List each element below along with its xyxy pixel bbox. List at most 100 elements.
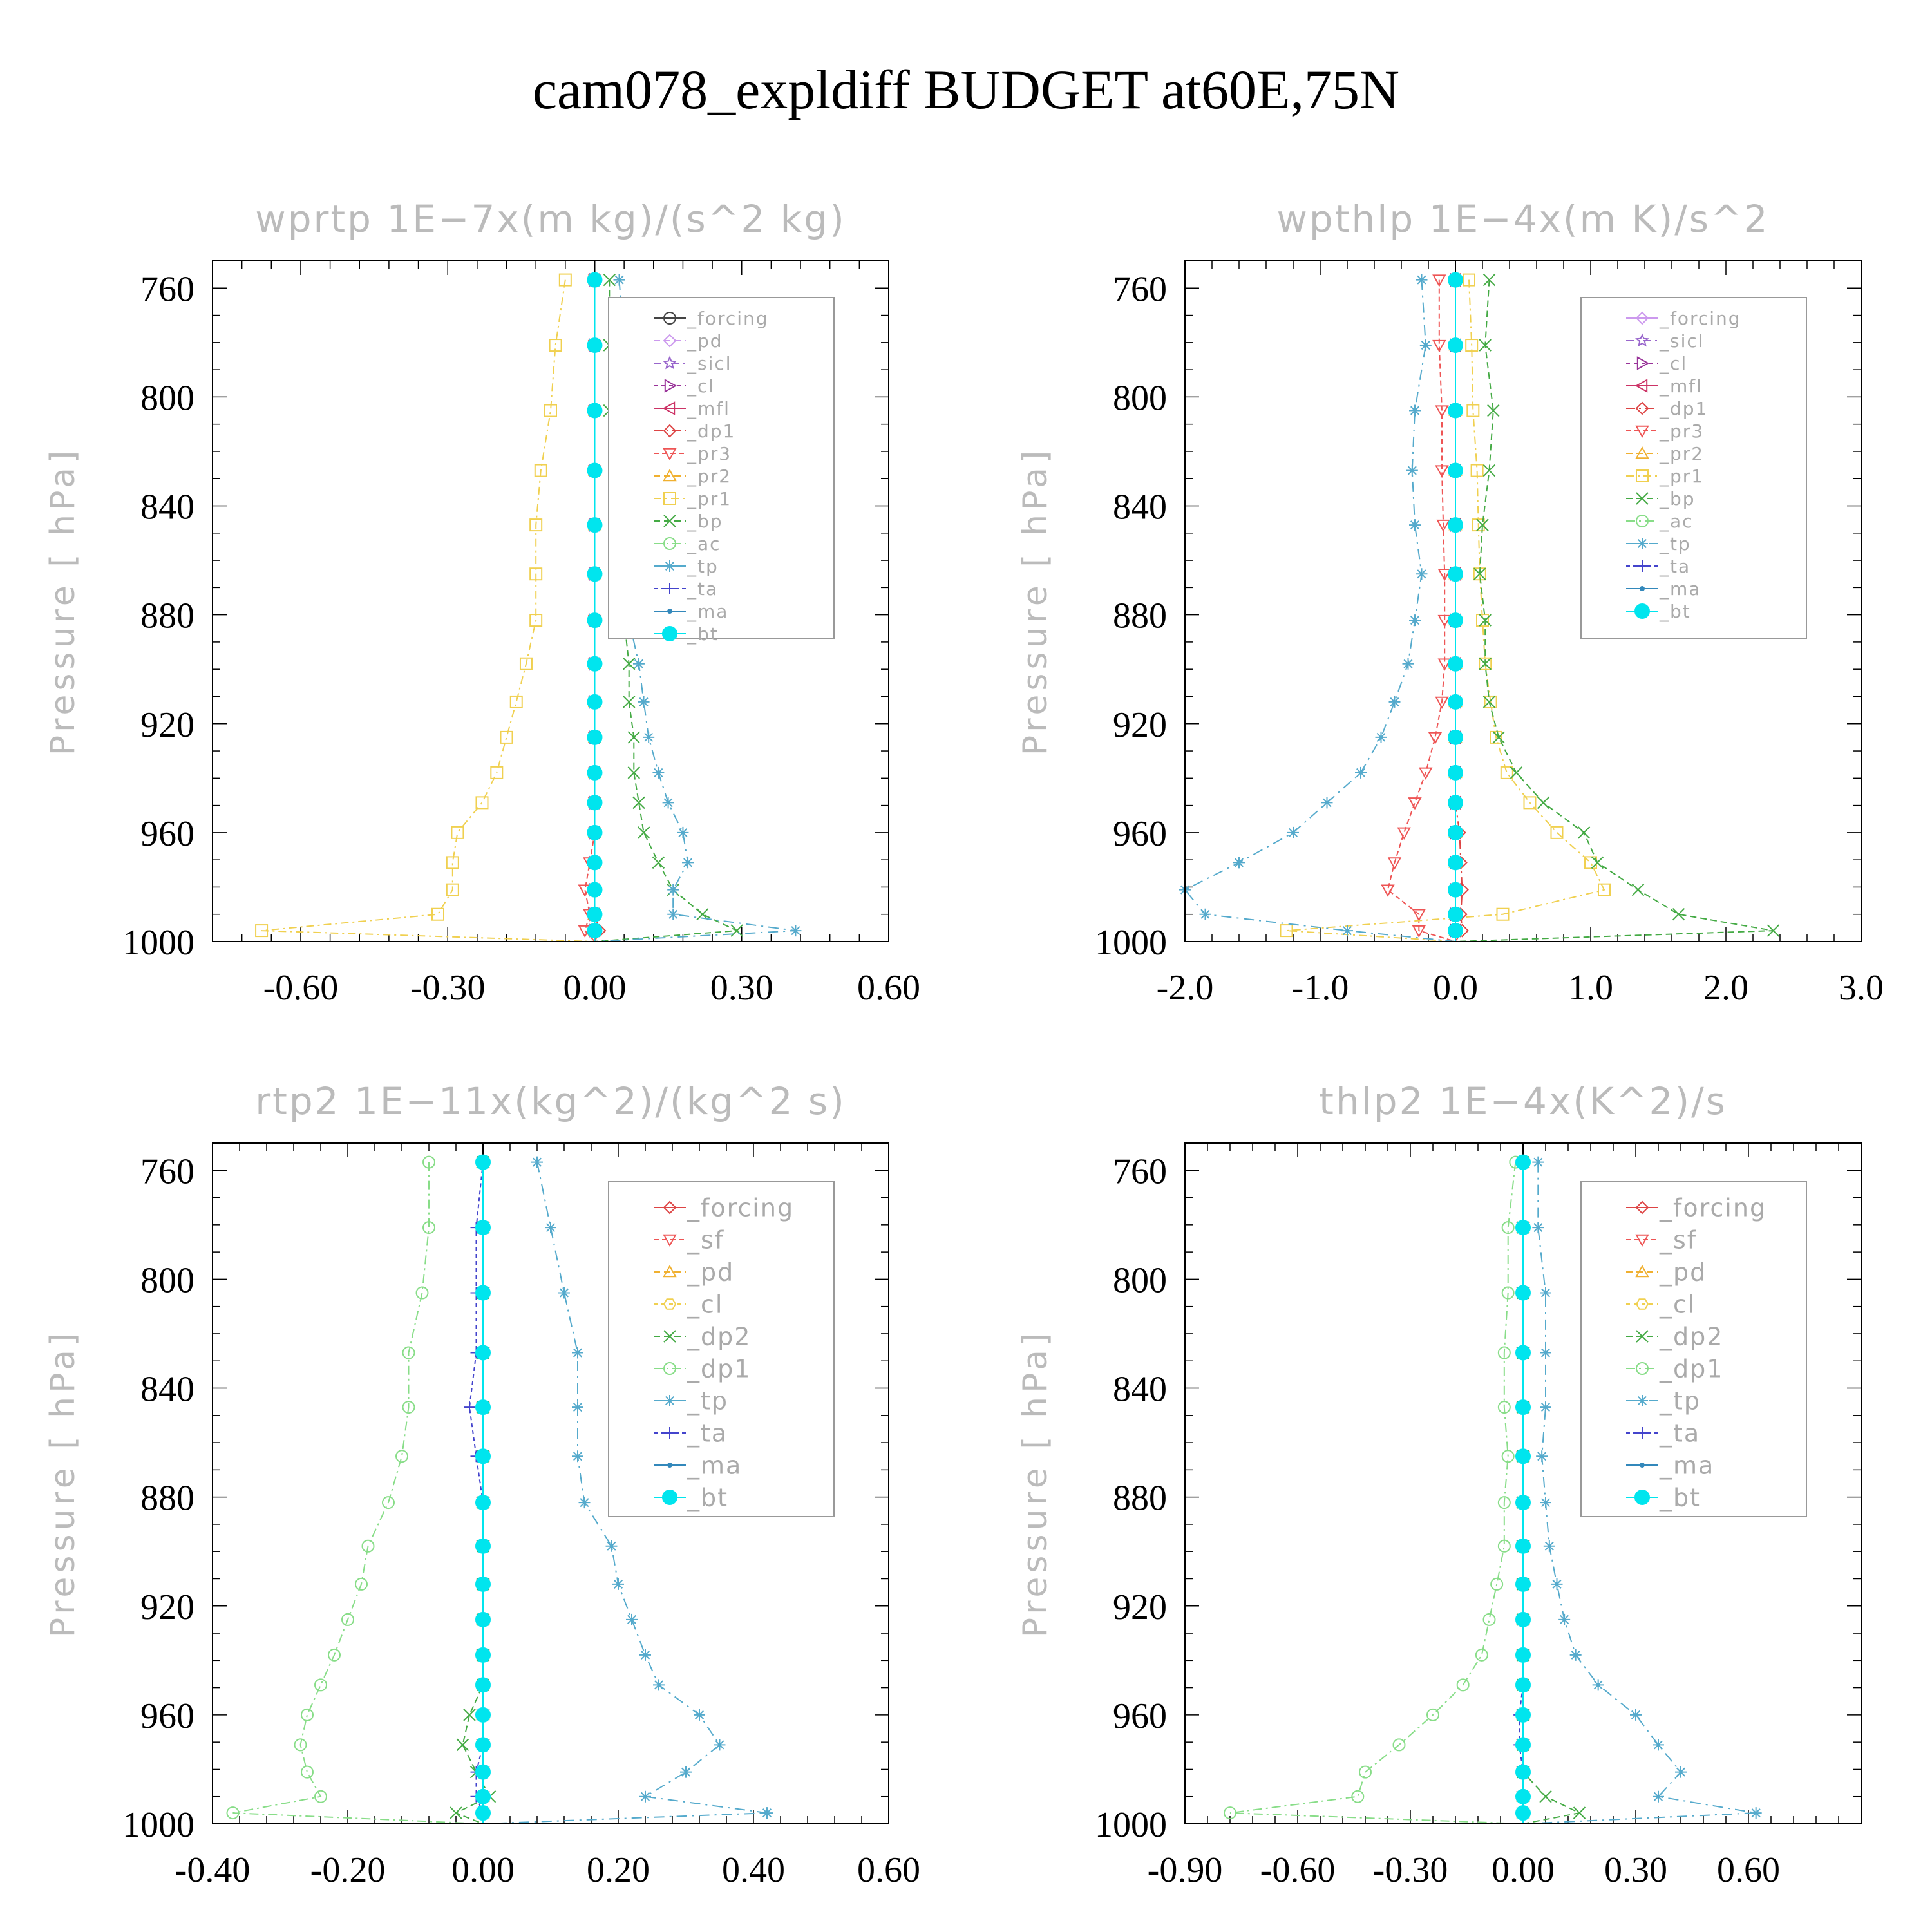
data-point bbox=[605, 1540, 618, 1552]
y-tick-label: 760 bbox=[1113, 269, 1167, 309]
legend-entry: _ma bbox=[1626, 578, 1700, 600]
data-point bbox=[1448, 855, 1463, 871]
data-point bbox=[1558, 1613, 1571, 1625]
legend-entry: _dp2 bbox=[654, 1322, 750, 1350]
data-point bbox=[1448, 795, 1463, 811]
data-point bbox=[714, 1739, 726, 1751]
data-point bbox=[1448, 612, 1463, 629]
legend-swatch-marker bbox=[1636, 560, 1648, 572]
data-point bbox=[1448, 337, 1463, 354]
data-point bbox=[1484, 695, 1497, 708]
data-point bbox=[1515, 1647, 1531, 1663]
legend-swatch-marker bbox=[662, 355, 677, 370]
legend-entry: _tp bbox=[654, 1387, 727, 1415]
data-point bbox=[1435, 405, 1449, 418]
data-point bbox=[1359, 1765, 1372, 1779]
data-point bbox=[1501, 1450, 1515, 1463]
data-point bbox=[1355, 766, 1367, 779]
legend-label: _ac bbox=[687, 533, 721, 554]
data-point bbox=[431, 907, 444, 921]
data-point bbox=[1515, 1285, 1531, 1301]
data-point bbox=[1750, 1807, 1762, 1819]
data-point bbox=[1492, 731, 1505, 744]
y-tick-label: 960 bbox=[1113, 814, 1167, 854]
data-point bbox=[667, 908, 679, 920]
data-point bbox=[694, 1709, 705, 1721]
series-line bbox=[482, 1162, 768, 1824]
plot-frame bbox=[212, 1142, 889, 1824]
legend-entry: _cl bbox=[1626, 353, 1686, 374]
data-point bbox=[1501, 1286, 1515, 1300]
data-point bbox=[1490, 730, 1502, 744]
data-point bbox=[1482, 1613, 1496, 1626]
data-point bbox=[1515, 1399, 1531, 1416]
data-point bbox=[1540, 1497, 1551, 1509]
figure-title: cam078_expldiff BUDGET at60E,75N bbox=[533, 59, 1399, 120]
x-tick-label: 0.40 bbox=[722, 1850, 785, 1890]
data-point bbox=[1412, 909, 1426, 922]
data-point bbox=[1515, 1805, 1531, 1821]
chart-panel-3: rtp2 1E−11x(kg^2)/(kg^2 s) Pressure [ hPa… bbox=[44, 1079, 920, 1890]
data-point bbox=[1591, 856, 1604, 869]
data-point bbox=[1419, 339, 1432, 352]
data-point bbox=[1287, 826, 1299, 838]
data-point bbox=[475, 1399, 491, 1416]
data-point bbox=[1428, 732, 1443, 744]
x-tick-label: 3.0 bbox=[1839, 968, 1884, 1008]
y-tick-label: 920 bbox=[140, 705, 194, 745]
data-point bbox=[1448, 566, 1463, 582]
legend-label: _sf bbox=[1659, 1226, 1697, 1254]
legend-entry: _sicl bbox=[1626, 330, 1703, 352]
y-tick-label: 960 bbox=[140, 814, 194, 854]
y-tick-label: 880 bbox=[1113, 596, 1167, 636]
data-point bbox=[1435, 696, 1449, 709]
legend-entry: _ta bbox=[1626, 1419, 1699, 1447]
data-point bbox=[1387, 857, 1402, 870]
series-pr3 bbox=[1381, 274, 1456, 942]
data-point bbox=[226, 1806, 240, 1820]
plot-frame bbox=[212, 260, 889, 942]
data-point bbox=[1432, 339, 1446, 353]
legend-label: _mfl bbox=[687, 398, 730, 419]
legend-box bbox=[1580, 1181, 1807, 1517]
data-point bbox=[1482, 273, 1496, 287]
y-tick-label: 760 bbox=[140, 269, 194, 309]
data-point bbox=[1448, 729, 1463, 745]
y-axis-label: Pressure [ hPa] bbox=[44, 447, 82, 756]
legend-entry: _ac bbox=[654, 533, 721, 554]
chart-title: wprtp 1E−7x(m kg)/(s^2 kg) bbox=[255, 197, 846, 241]
data-point bbox=[463, 1709, 476, 1721]
series-line bbox=[1184, 279, 1456, 942]
series-line bbox=[468, 1162, 484, 1824]
data-point bbox=[1375, 731, 1387, 743]
legend-entry: _sf bbox=[654, 1226, 723, 1254]
data-point bbox=[1536, 1450, 1548, 1463]
data-point bbox=[1569, 1649, 1582, 1661]
legend-swatch-marker bbox=[663, 537, 676, 550]
legend-swatch-marker bbox=[663, 492, 676, 505]
legend-entry: _ma bbox=[654, 601, 727, 622]
series-line bbox=[261, 279, 595, 942]
legend-swatch-marker bbox=[1635, 1264, 1649, 1278]
legend: _forcing _sf _pd _cl _dp2 _dp1 _tp _ta _ma _bt bbox=[1580, 1181, 1807, 1517]
chart-title: thlp2 1E−4x(K^2)/s bbox=[1319, 1079, 1727, 1123]
data-point bbox=[1406, 464, 1418, 477]
data-point bbox=[578, 1497, 591, 1509]
data-point bbox=[1540, 1347, 1551, 1359]
legend-swatch-marker bbox=[663, 1264, 677, 1278]
legend-entry: _tp bbox=[1626, 533, 1690, 554]
y-tick-label: 840 bbox=[1113, 488, 1167, 527]
legend-entry: _forcing bbox=[654, 1193, 793, 1222]
y-tick-label: 840 bbox=[140, 1370, 194, 1410]
series-bt bbox=[587, 272, 603, 942]
data-point bbox=[549, 339, 562, 352]
legend-entry: _dp1 bbox=[654, 1354, 750, 1383]
legend-entry: _bp bbox=[654, 511, 722, 532]
data-point bbox=[1473, 567, 1486, 580]
data-point bbox=[475, 1647, 491, 1663]
data-point bbox=[1476, 518, 1489, 531]
data-point bbox=[475, 1707, 491, 1723]
data-point bbox=[677, 826, 689, 838]
legend-entry: _cl bbox=[654, 1290, 722, 1318]
legend-entry: _sf bbox=[1626, 1226, 1697, 1254]
